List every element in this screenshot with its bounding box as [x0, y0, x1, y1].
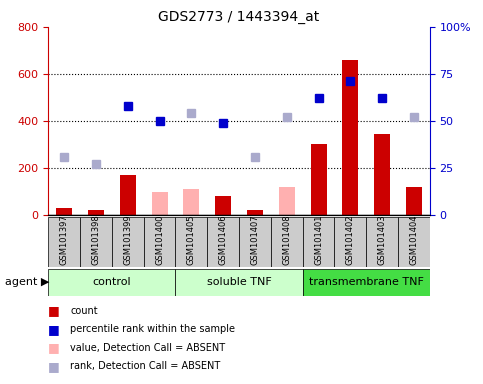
Bar	[366, 217, 398, 267]
Text: GSM101408: GSM101408	[282, 214, 291, 265]
Bar	[152, 192, 168, 215]
Text: GSM101401: GSM101401	[314, 214, 323, 265]
Text: ■: ■	[48, 305, 60, 318]
Text: GSM101404: GSM101404	[410, 214, 418, 265]
Bar	[88, 210, 104, 215]
Text: percentile rank within the sample: percentile rank within the sample	[70, 324, 235, 334]
Bar	[175, 217, 207, 267]
Text: value, Detection Call = ABSENT: value, Detection Call = ABSENT	[70, 343, 225, 353]
Text: count: count	[70, 306, 98, 316]
Bar	[374, 134, 390, 215]
Text: ■: ■	[48, 360, 60, 373]
Bar	[144, 217, 175, 267]
Text: GSM101400: GSM101400	[155, 214, 164, 265]
Bar	[342, 60, 358, 215]
Text: soluble TNF: soluble TNF	[207, 277, 271, 287]
Bar	[215, 196, 231, 215]
Text: transmembrane TNF: transmembrane TNF	[309, 277, 424, 287]
Bar	[335, 217, 366, 267]
Bar	[406, 187, 422, 215]
Bar	[247, 210, 263, 215]
Bar	[112, 217, 144, 267]
Bar	[271, 217, 303, 267]
Bar	[303, 217, 335, 267]
Bar	[48, 269, 175, 296]
Bar	[56, 208, 72, 215]
Text: agent ▶: agent ▶	[5, 277, 49, 287]
Bar	[239, 217, 271, 267]
Bar	[207, 217, 239, 267]
Bar	[303, 269, 430, 296]
Bar	[398, 217, 430, 267]
Text: GSM101406: GSM101406	[219, 214, 227, 265]
Text: GSM101398: GSM101398	[91, 214, 100, 265]
Text: GSM101402: GSM101402	[346, 214, 355, 265]
Text: GSM101397: GSM101397	[60, 214, 69, 265]
Text: ■: ■	[48, 341, 60, 354]
Text: GSM101407: GSM101407	[251, 214, 259, 265]
Bar	[247, 210, 263, 215]
Title: GDS2773 / 1443394_at: GDS2773 / 1443394_at	[158, 10, 320, 25]
Text: ■: ■	[48, 323, 60, 336]
Bar	[311, 144, 327, 215]
Bar	[48, 217, 80, 267]
Bar	[56, 208, 72, 215]
Text: GSM101405: GSM101405	[187, 214, 196, 265]
Bar	[279, 187, 295, 215]
Text: GSM101403: GSM101403	[378, 214, 387, 265]
Text: control: control	[93, 277, 131, 287]
Bar	[184, 189, 199, 215]
Bar	[120, 175, 136, 215]
Bar	[80, 217, 112, 267]
Text: GSM101399: GSM101399	[123, 214, 132, 265]
Bar	[175, 269, 303, 296]
Text: rank, Detection Call = ABSENT: rank, Detection Call = ABSENT	[70, 361, 220, 371]
Bar	[88, 210, 104, 215]
